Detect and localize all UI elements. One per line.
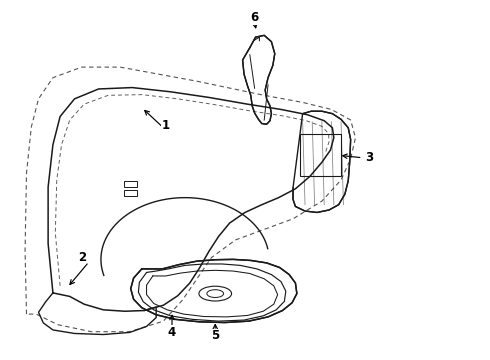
Text: 3: 3: [365, 151, 373, 164]
Bar: [124, 181, 137, 187]
Ellipse shape: [199, 286, 232, 301]
Text: 2: 2: [78, 251, 86, 264]
Polygon shape: [243, 35, 275, 124]
Bar: [124, 189, 137, 196]
Ellipse shape: [207, 290, 223, 297]
Text: 5: 5: [211, 329, 220, 342]
Text: 4: 4: [168, 326, 176, 339]
Polygon shape: [293, 111, 351, 212]
Bar: [300, 134, 341, 176]
Text: 1: 1: [162, 119, 170, 132]
Text: 6: 6: [250, 11, 259, 24]
Polygon shape: [131, 259, 297, 323]
